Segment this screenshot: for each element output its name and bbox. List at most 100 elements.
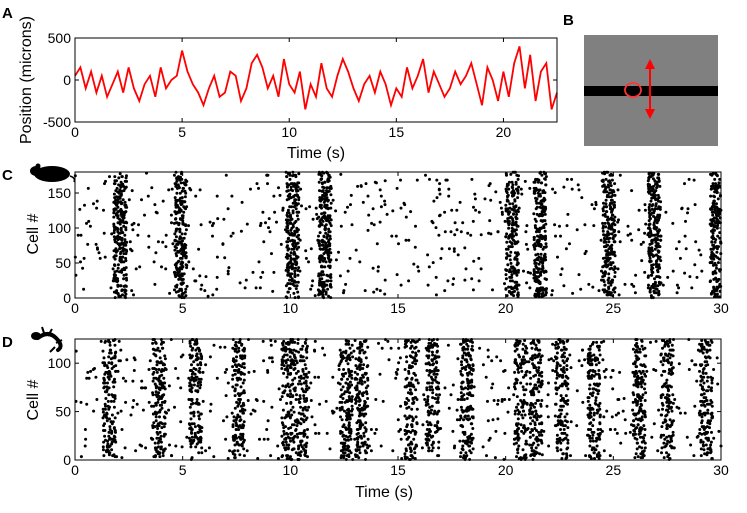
spike-dot <box>483 197 487 201</box>
spike-dot <box>706 408 710 412</box>
spike-dot <box>175 179 179 183</box>
spike-dot <box>591 433 595 437</box>
spike-dot <box>610 198 614 202</box>
spike-dot <box>683 234 687 238</box>
spike-dot <box>322 273 325 277</box>
spike-dot <box>704 399 708 402</box>
spike-dot <box>371 266 375 270</box>
spike-dot <box>716 184 720 188</box>
spike-dot <box>284 384 288 388</box>
spike-dot <box>583 223 587 227</box>
spike-dot <box>110 393 114 397</box>
spike-dot <box>540 181 544 185</box>
spike-dot <box>613 265 617 269</box>
spike-dot <box>187 422 191 426</box>
spike-dot <box>543 277 547 281</box>
spike-dot <box>434 375 438 379</box>
spike-dot <box>124 210 128 214</box>
spike-dot <box>290 277 294 281</box>
spike-dot <box>293 269 297 273</box>
spike-dot <box>427 373 431 377</box>
spike-dot <box>571 291 575 295</box>
spike-dot <box>159 440 163 444</box>
spike-dot <box>517 370 520 374</box>
spike-dot <box>654 287 658 291</box>
spike-dot <box>82 287 86 291</box>
spike-dot <box>713 240 717 244</box>
spike-dot <box>94 375 98 379</box>
spike-dot <box>277 186 280 190</box>
spike-dot <box>177 270 181 274</box>
spike-dot <box>492 399 496 402</box>
spike-dot <box>654 291 658 295</box>
spike-dot <box>177 221 181 225</box>
spike-dot <box>613 193 617 197</box>
spike-dot <box>651 263 655 267</box>
spike-dot <box>337 250 340 254</box>
spike-dot <box>612 200 616 204</box>
spike-dot <box>632 284 636 288</box>
y-tick-label: 150 <box>48 185 72 201</box>
spike-dot <box>470 378 474 382</box>
spike-dot <box>601 178 605 182</box>
spike-dot <box>191 401 195 405</box>
spike-dot <box>147 234 151 238</box>
spike-dot <box>530 449 534 453</box>
spike-dot <box>547 381 550 385</box>
spike-dot <box>718 236 722 240</box>
spike-dot <box>348 391 352 395</box>
panel-letter-b: B <box>563 12 574 29</box>
spike-dot <box>230 194 234 198</box>
spike-dot <box>131 379 135 383</box>
position-trace-line <box>74 46 558 110</box>
spike-dot <box>347 453 351 457</box>
spike-dot <box>550 293 554 297</box>
spike-dot <box>284 268 288 272</box>
spike-dot <box>118 246 122 250</box>
y-tick-label: 0 <box>63 290 71 306</box>
spike-dot <box>590 436 594 440</box>
spike-dot <box>162 393 166 397</box>
spike-dot <box>437 409 441 413</box>
spike-dot <box>608 179 611 183</box>
spike-dot <box>443 386 447 390</box>
spike-dot <box>513 289 516 293</box>
spike-dot <box>715 266 718 270</box>
spike-dot <box>650 435 654 439</box>
spike-dot <box>317 431 321 435</box>
receptive-field-circle <box>624 82 642 98</box>
spike-dot <box>594 200 598 204</box>
spike-dot <box>111 437 115 441</box>
spike-dot <box>437 233 441 237</box>
spike-dot <box>152 421 156 425</box>
spike-dot <box>154 415 158 419</box>
spike-dot <box>147 400 151 404</box>
spike-dot <box>121 376 125 380</box>
spike-dot <box>540 202 544 206</box>
spike-dot <box>650 266 654 270</box>
spike-dot <box>272 270 276 274</box>
spike-dot <box>671 269 675 273</box>
spike-dot <box>654 240 658 244</box>
spike-dot <box>449 230 453 234</box>
spike-dot <box>130 189 134 193</box>
spike-dot <box>594 448 598 452</box>
spike-dot <box>611 387 615 391</box>
spike-dot <box>529 430 532 434</box>
spike-dot <box>121 293 124 297</box>
spike-dot <box>433 409 437 413</box>
spike-dot <box>207 446 211 450</box>
spike-dot <box>526 247 530 251</box>
spike-dot <box>153 441 157 445</box>
spike-dot <box>434 226 438 230</box>
spike-dot <box>662 433 666 437</box>
spike-dot <box>529 406 533 410</box>
spike-dot <box>516 451 520 455</box>
spike-dot <box>160 373 164 377</box>
spike-dot <box>405 423 409 427</box>
spike-dot <box>314 431 318 435</box>
spike-dot <box>297 382 300 386</box>
spike-dot <box>613 275 617 279</box>
spike-dot <box>508 202 512 206</box>
spike-dot <box>650 246 654 250</box>
